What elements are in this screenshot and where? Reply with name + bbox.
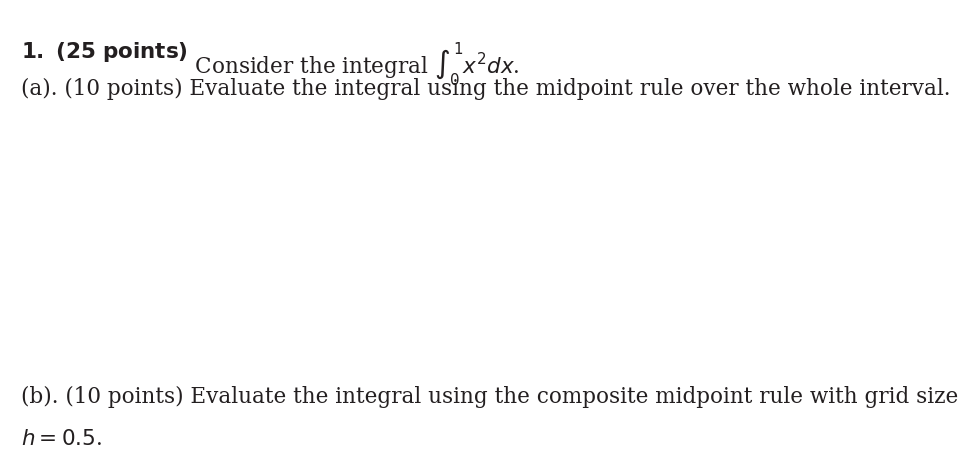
Text: $h = 0.5$.: $h = 0.5$.: [21, 428, 102, 450]
Text: Consider the integral $\int_{0}^{1} x^{2}dx$.: Consider the integral $\int_{0}^{1} x^{2…: [188, 40, 520, 88]
Text: (b). (10 points) Evaluate the integral using the composite midpoint rule with gr: (b). (10 points) Evaluate the integral u…: [21, 385, 958, 408]
Text: $\mathbf{1.\ (25\ points)}$: $\mathbf{1.\ (25\ points)}$: [21, 40, 188, 64]
Text: (a). (10 points) Evaluate the integral using the midpoint rule over the whole in: (a). (10 points) Evaluate the integral u…: [21, 78, 950, 100]
